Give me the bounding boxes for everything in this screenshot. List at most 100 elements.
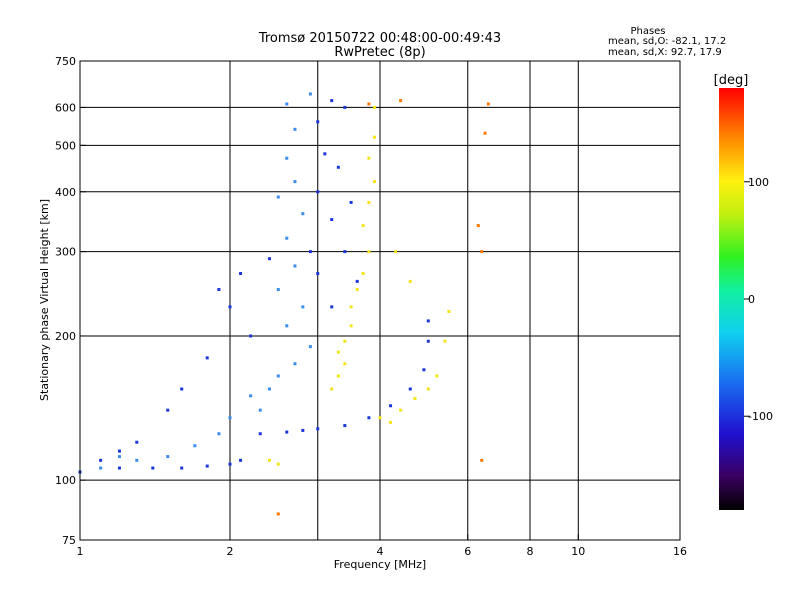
data-point [276, 512, 280, 516]
data-point [316, 427, 320, 431]
data-point [483, 131, 487, 135]
data-point [258, 408, 262, 412]
y-tick-label: 75 [62, 534, 76, 547]
data-point [166, 408, 170, 412]
data-point [166, 455, 170, 459]
chart-title: Tromsø 20150722 00:48:00-00:49:43 [258, 31, 501, 46]
y-tick-label: 600 [55, 101, 76, 114]
data-point [367, 156, 371, 160]
data-point [258, 432, 262, 436]
data-point [399, 99, 403, 103]
data-point [389, 404, 393, 408]
data-point [285, 156, 289, 160]
data-point [443, 339, 447, 343]
data-point [355, 279, 359, 283]
data-point [426, 319, 430, 323]
phases-heading: Phases [630, 26, 665, 37]
data-point [480, 250, 484, 254]
x-tick-label: 16 [673, 545, 687, 558]
colorbar-ticks: 100 0 -100 [744, 176, 773, 423]
data-point [330, 218, 334, 222]
data-point [378, 416, 382, 420]
colorbar-tick-label: -100 [748, 410, 773, 423]
data-point [276, 288, 280, 292]
data-point [330, 99, 334, 103]
colorbar [719, 88, 744, 510]
data-point [394, 250, 398, 254]
data-point [343, 339, 347, 343]
data-point [367, 102, 371, 106]
data-point [276, 462, 280, 466]
data-point [217, 288, 221, 292]
data-point [205, 356, 209, 360]
data-point [349, 324, 353, 328]
data-point [422, 368, 426, 372]
data-point [285, 430, 289, 434]
data-point [239, 458, 243, 462]
data-point [99, 466, 103, 470]
data-point [117, 466, 121, 470]
y-tick-label: 500 [55, 139, 76, 152]
data-point [408, 387, 412, 391]
data-point [373, 180, 377, 184]
data-point [408, 279, 412, 283]
colorbar-tick-label: 0 [748, 293, 755, 306]
data-point [293, 127, 297, 131]
data-point [308, 92, 312, 96]
data-point [285, 236, 289, 240]
data-point [135, 458, 139, 462]
data-point [267, 458, 271, 462]
data-point [486, 102, 490, 106]
data-point [193, 444, 197, 448]
data-point [336, 165, 340, 169]
data-point [367, 250, 371, 254]
data-point [343, 250, 347, 254]
data-point [117, 449, 121, 453]
data-point [249, 394, 253, 398]
data-point [293, 264, 297, 268]
chart-grid [80, 61, 680, 540]
data-point [399, 408, 403, 412]
data-point [336, 350, 340, 354]
data-point [228, 416, 232, 420]
y-axis-label: Stationary phase Virtual Height [km] [38, 199, 51, 401]
colorbar-label: [deg] [714, 73, 749, 88]
data-point [389, 420, 393, 424]
y-tick-label: 300 [55, 246, 76, 259]
data-point [308, 250, 312, 254]
data-point [361, 272, 365, 276]
data-point [276, 374, 280, 378]
data-point [349, 305, 353, 309]
data-point [293, 180, 297, 184]
data-point [373, 135, 377, 139]
data-point [301, 305, 305, 309]
y-tick-label: 100 [55, 474, 76, 487]
data-point [367, 416, 371, 420]
data-point [228, 305, 232, 309]
data-point [205, 464, 209, 468]
x-axis-ticks: 1 2 4 6 8 10 16 [77, 534, 687, 558]
y-tick-label: 750 [55, 55, 76, 68]
data-point [343, 105, 347, 109]
x-tick-label: 6 [464, 545, 471, 558]
chart-subtitle: RwPretec (8p) [334, 45, 425, 60]
colorbar-tick-label: 100 [748, 176, 769, 189]
x-tick-label: 1 [77, 545, 84, 558]
data-point [293, 362, 297, 366]
data-point [239, 272, 243, 276]
y-tick-label: 200 [55, 330, 76, 343]
data-point [99, 458, 103, 462]
data-point [373, 105, 377, 109]
data-point [285, 102, 289, 106]
data-point [267, 387, 271, 391]
data-point [323, 152, 327, 156]
data-point [367, 200, 371, 204]
data-point [217, 432, 221, 436]
data-point [330, 387, 334, 391]
x-tick-label: 10 [571, 545, 585, 558]
data-point [426, 387, 430, 391]
data-point [316, 272, 320, 276]
x-axis-label: Frequency [MHz] [334, 558, 426, 571]
data-point [276, 195, 280, 199]
data-point [180, 466, 184, 470]
